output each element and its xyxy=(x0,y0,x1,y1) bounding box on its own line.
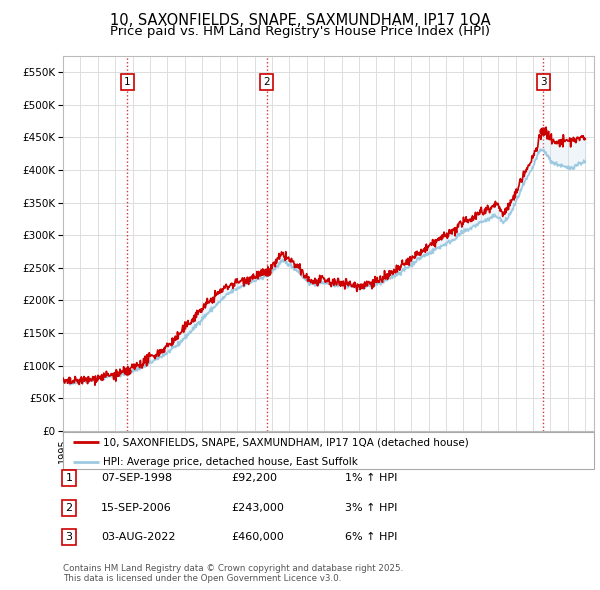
Text: 1: 1 xyxy=(65,473,73,483)
Text: 3: 3 xyxy=(65,532,73,542)
Text: 3: 3 xyxy=(540,77,547,87)
Text: 10, SAXONFIELDS, SNAPE, SAXMUNDHAM, IP17 1QA: 10, SAXONFIELDS, SNAPE, SAXMUNDHAM, IP17… xyxy=(110,13,490,28)
Text: 1% ↑ HPI: 1% ↑ HPI xyxy=(345,473,397,483)
Text: 15-SEP-2006: 15-SEP-2006 xyxy=(101,503,172,513)
Text: HPI: Average price, detached house, East Suffolk: HPI: Average price, detached house, East… xyxy=(103,457,358,467)
Text: 6% ↑ HPI: 6% ↑ HPI xyxy=(345,532,397,542)
Text: 2: 2 xyxy=(263,77,270,87)
Text: Price paid vs. HM Land Registry's House Price Index (HPI): Price paid vs. HM Land Registry's House … xyxy=(110,25,490,38)
Text: £460,000: £460,000 xyxy=(231,532,284,542)
Text: 10, SAXONFIELDS, SNAPE, SAXMUNDHAM, IP17 1QA (detached house): 10, SAXONFIELDS, SNAPE, SAXMUNDHAM, IP17… xyxy=(103,437,469,447)
Text: £243,000: £243,000 xyxy=(231,503,284,513)
Text: 07-SEP-1998: 07-SEP-1998 xyxy=(101,473,172,483)
Text: 03-AUG-2022: 03-AUG-2022 xyxy=(101,532,175,542)
Text: 3% ↑ HPI: 3% ↑ HPI xyxy=(345,503,397,513)
Text: 2: 2 xyxy=(65,503,73,513)
Text: Contains HM Land Registry data © Crown copyright and database right 2025.
This d: Contains HM Land Registry data © Crown c… xyxy=(63,563,403,583)
Text: £92,200: £92,200 xyxy=(231,473,277,483)
Text: 1: 1 xyxy=(124,77,131,87)
